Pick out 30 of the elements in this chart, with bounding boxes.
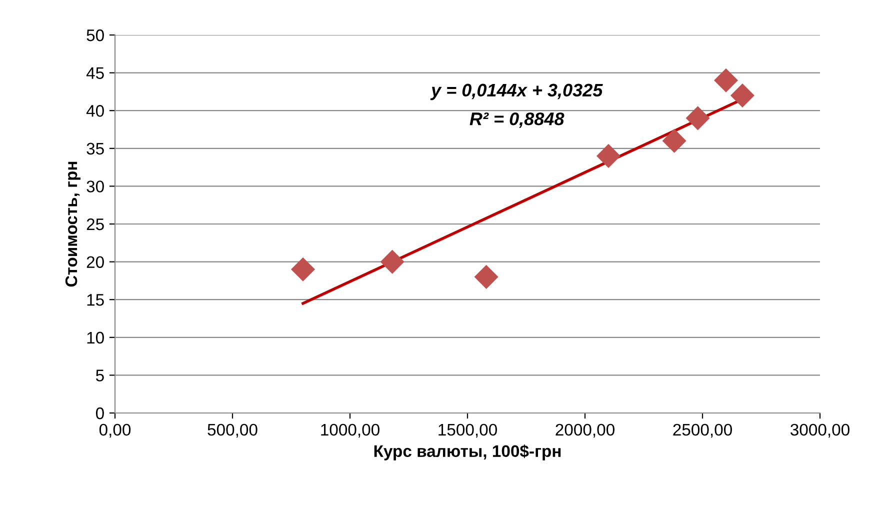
y-tick-label: 20 (86, 256, 104, 268)
y-tick-label: 10 (87, 332, 104, 344)
y-tick-label: 35 (86, 142, 104, 155)
x-tick-label: 1500,00 (438, 424, 497, 438)
x-tick-label: 1000,00 (321, 424, 380, 438)
y-tick-label: 50 (86, 29, 104, 42)
x-tick-label: 2000,00 (556, 424, 614, 438)
point (380, 250, 404, 274)
y-tick-label: 45 (86, 67, 104, 80)
y-tick-label: 25 (86, 218, 104, 230)
y-tick-label: 0 (96, 407, 104, 420)
annotation: y = 0,0144x + 3,0325 (430, 84, 603, 100)
point (730, 83, 754, 108)
point (474, 264, 498, 289)
point (714, 68, 738, 92)
x-tick-label: 2500,00 (673, 424, 732, 438)
point (290, 257, 316, 282)
y-tick-label: 5 (96, 370, 104, 382)
x-tick-label: 3000,00 (790, 424, 850, 438)
point (686, 106, 710, 130)
point (662, 128, 686, 153)
y-tick-label: 40 (86, 105, 104, 117)
y-tick-label: 30 (86, 180, 104, 192)
y-tick-label: 15 (87, 294, 104, 306)
y-axis-title: Стоимость, грн (65, 162, 80, 287)
x-tick-label: 500,00 (208, 424, 258, 438)
x-axis-title: Курс валюты, 100$-грн (374, 444, 561, 460)
x-tick-label: 0,00 (99, 424, 131, 438)
annotation: R² = 0,8848 (470, 112, 564, 128)
point (596, 144, 621, 168)
